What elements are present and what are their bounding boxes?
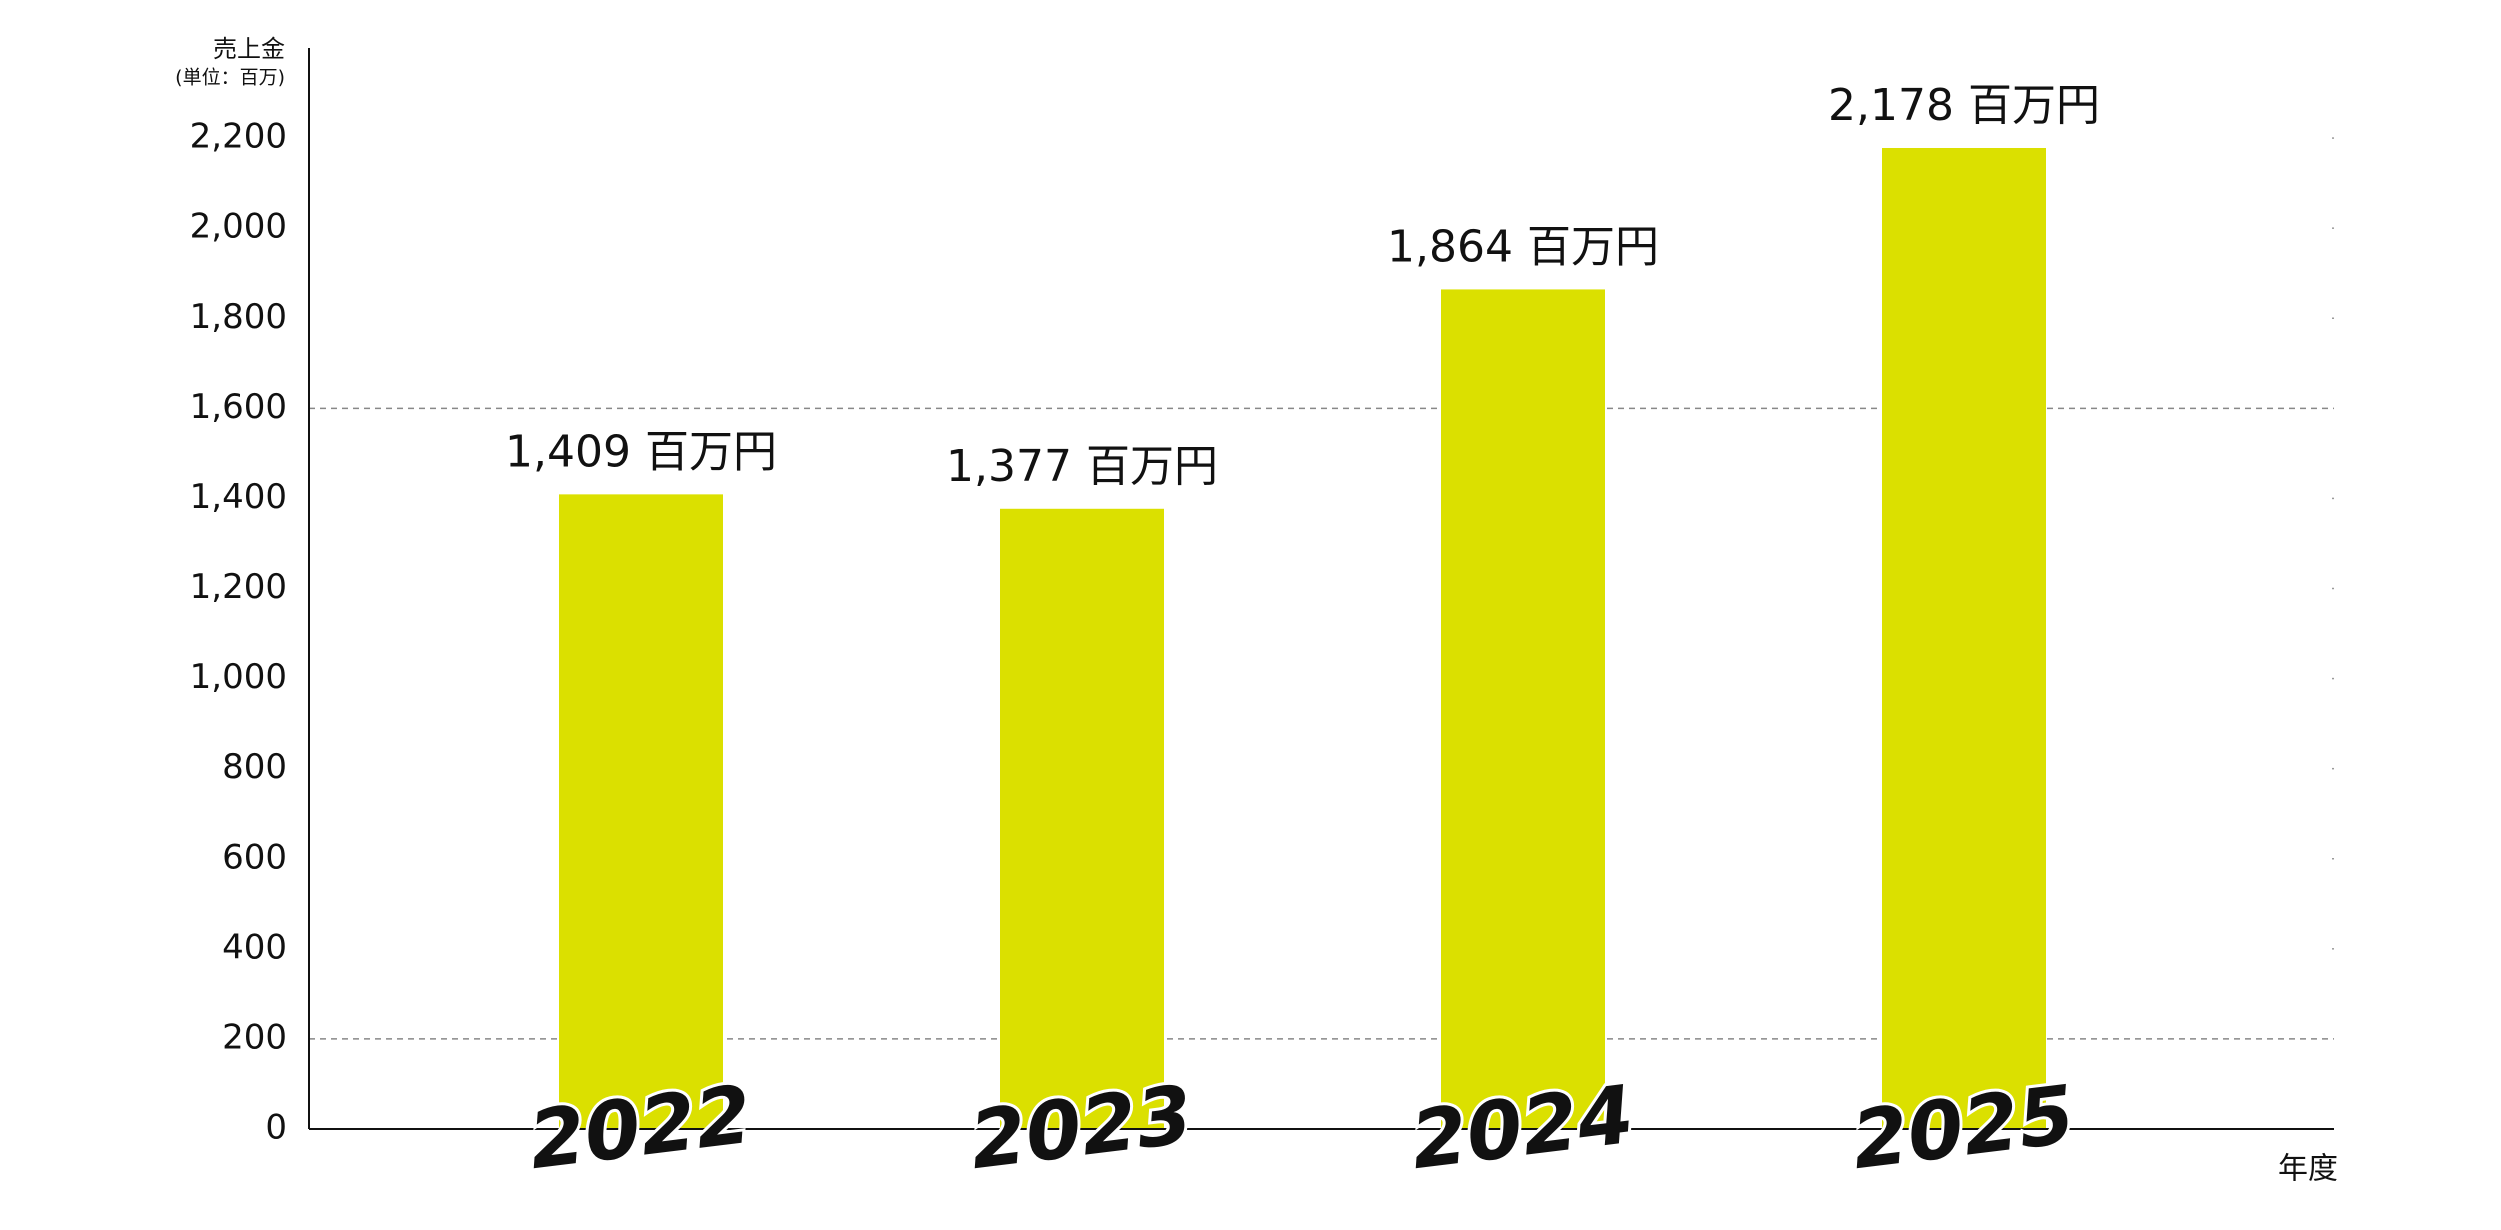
y-tick-label: 1,600 [190, 387, 287, 427]
bar [1882, 147, 2046, 1129]
y-tick-label: 800 [222, 747, 287, 787]
x-axis-label: 年度 [2278, 1152, 2338, 1187]
y-tick-label: 0 [265, 1108, 287, 1148]
bar [1441, 289, 1605, 1129]
value-label: 1,864 百万円 [1387, 221, 1659, 272]
y-axis-unit: (単位：百万) [175, 67, 285, 89]
y-tick-label: 2,200 [190, 117, 287, 157]
x-tick-label: 2023 [965, 1068, 1197, 1187]
y-axis-label: 売上金 [213, 35, 285, 63]
bar [1000, 508, 1164, 1129]
y-tick-label: 200 [222, 1017, 287, 1057]
y-tick-label: 1,200 [190, 567, 287, 607]
y-tick-label: 400 [222, 927, 287, 967]
y-tick-label: 600 [222, 837, 287, 877]
value-label: 1,409 百万円 [505, 426, 777, 477]
y-tick-label: 2,000 [190, 207, 287, 247]
y-tick-label: 1,800 [190, 297, 287, 337]
value-label: 1,377 百万円 [946, 441, 1218, 492]
value-label: 2,178 百万円 [1828, 80, 2100, 131]
bar [559, 494, 723, 1129]
y-tick-label: 1,000 [190, 657, 287, 697]
y-tick-label: 1,400 [190, 477, 287, 517]
